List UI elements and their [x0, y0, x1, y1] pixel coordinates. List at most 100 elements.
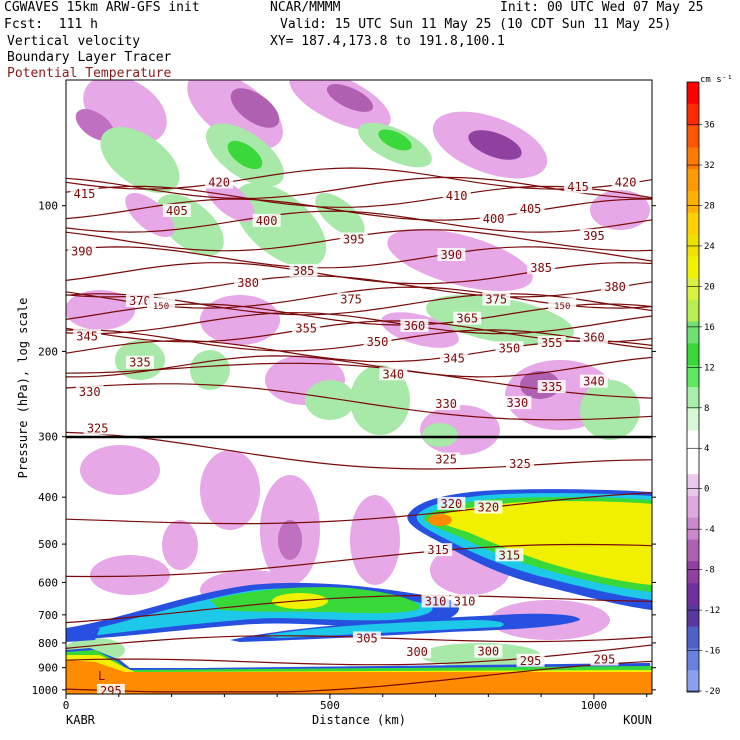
isentrope-label: 360 — [583, 330, 605, 344]
isentrope-label: 325 — [87, 422, 109, 436]
y-tick-label: 100 — [38, 200, 58, 213]
isentrope-label: 390 — [71, 245, 93, 259]
isentrope-label-bg — [424, 543, 453, 557]
isentrope-label: 300 — [477, 645, 499, 659]
organization: NCAR/MMMM — [270, 0, 341, 15]
colorbar-swatch — [687, 670, 699, 693]
colorbar-swatch — [687, 365, 699, 388]
isentrope-label-bg — [601, 280, 630, 294]
isentrope-label: 360 — [404, 319, 426, 333]
isentrope-label: 325 — [435, 453, 457, 467]
isentrope-325 — [66, 431, 652, 470]
y-tick-label: 500 — [38, 538, 58, 551]
colorbar-swatch — [687, 561, 699, 584]
isentrope-label: 395 — [343, 233, 365, 247]
isentrope-label: 380 — [237, 276, 259, 290]
isentrope-label-bg — [292, 321, 321, 335]
colorbar-swatch — [687, 604, 699, 628]
isentrope-label: 400 — [483, 212, 505, 226]
isentrope-label: 355 — [541, 336, 563, 350]
isentrope-label-bg — [352, 631, 381, 645]
colorbar-tick-label: 28 — [704, 201, 715, 211]
isentrope-label: 300 — [406, 645, 428, 659]
isentrope-label: 385 — [530, 261, 552, 275]
model-title: CGWAVES 15km ARW-GFS init — [4, 0, 200, 15]
isentrope-label-bg — [440, 351, 469, 365]
isentrope-label: 380 — [604, 280, 626, 294]
isentrope-label: 355 — [295, 321, 317, 335]
isentrope-label-bg — [339, 232, 368, 246]
isentrope-label-bg — [363, 334, 392, 348]
isentrope-label: 335 — [541, 380, 563, 394]
y-tick-label: 600 — [38, 576, 58, 589]
left-endpoint-label: KABR — [66, 713, 96, 727]
isentrope-label: 390 — [441, 248, 463, 262]
isentrope-label: 150 — [153, 302, 169, 312]
isentrope-label-bg — [442, 189, 471, 203]
isentrope-label: 405 — [166, 204, 188, 218]
isentrope-label-bg — [162, 203, 191, 217]
isentrope-label: 400 — [256, 214, 278, 228]
colorbar-swatch — [687, 648, 699, 671]
isentrope-label: 330 — [435, 397, 457, 411]
colorbar-swatch — [687, 147, 699, 170]
colorbar-swatch — [687, 430, 699, 453]
isentrope-label-bg — [482, 292, 511, 306]
isentrope-330 — [66, 383, 652, 421]
isentrope-label-bg — [564, 180, 593, 194]
isentrope-label: 305 — [356, 631, 378, 645]
isentrope-label: 320 — [441, 497, 463, 511]
isentrope-label: 150 — [554, 302, 570, 312]
colorbar-tick-label: -4 — [704, 525, 715, 535]
isentrope-label-bg — [432, 452, 461, 466]
isentrope-label-bg — [537, 380, 566, 394]
isentrope-320 — [66, 492, 652, 525]
y-tick-label: 800 — [38, 637, 58, 650]
isentrope-label: 420 — [208, 176, 230, 190]
isentrope-350 — [66, 329, 652, 352]
plot-frame — [65, 79, 653, 695]
isentrope-label-bg — [516, 201, 545, 215]
isentrope-label-bg — [495, 341, 524, 355]
isentrope-label: 340 — [583, 375, 605, 389]
isentrope-label-bg — [205, 175, 234, 189]
colorbar-swatch — [687, 343, 699, 366]
colorbar-swatch — [687, 299, 699, 323]
vertical-velocity-midlevel — [66, 445, 610, 667]
isentrope-380 — [66, 275, 652, 298]
isentrope-label-bg — [400, 318, 429, 332]
forecast-hour: Fcst: 111 h — [4, 17, 98, 32]
y-tick-label: 900 — [38, 662, 58, 675]
isentrope-label: 365 — [456, 312, 478, 326]
isentrope-label-bg — [474, 500, 503, 514]
isentrope-label-bg — [503, 396, 532, 410]
isentrope-label-bg — [516, 653, 545, 667]
isentrope-label-bg — [479, 211, 508, 225]
isentrope-label: 325 — [509, 457, 531, 471]
colorbar-tick-label: 8 — [704, 404, 709, 414]
x-axis: 0 500 1000 — [63, 694, 648, 712]
y-tick-label: 1000 — [32, 684, 59, 697]
colorbar-swatch — [687, 82, 699, 105]
field-layer: 415 420 405 400 410 405 400 415 420 390 395 395 390 3… — [66, 80, 652, 694]
isentrope-label: 295 — [520, 654, 542, 668]
isentrope-340 — [66, 355, 652, 378]
isentrope-label-bg — [590, 652, 619, 666]
isentrope-label: 315 — [427, 543, 449, 557]
isentrope-label-bg — [579, 374, 608, 388]
valid-time: Valid: 15 UTC Sun 11 May 25 (10 CDT Sun … — [280, 17, 672, 32]
x-tick-label: 500 — [320, 699, 340, 712]
isentrope-label-bg — [125, 293, 154, 307]
colorbar-tick-label: 4 — [704, 444, 709, 454]
isentrope-label: 320 — [477, 500, 499, 514]
init-time: Init: 00 UTC Wed 07 May 25 — [500, 0, 704, 15]
colorbar-tick-label: 12 — [704, 363, 715, 373]
colorbar-tick-label: 20 — [704, 282, 715, 292]
isentrope-label: 310 — [425, 594, 447, 608]
isentrope-label: 350 — [499, 341, 521, 355]
isentrope-label: 330 — [79, 385, 101, 399]
y-tick-label: 300 — [38, 431, 58, 444]
colorbar-swatch — [687, 256, 699, 279]
field-vertical-velocity: Vertical velocity — [7, 34, 141, 49]
